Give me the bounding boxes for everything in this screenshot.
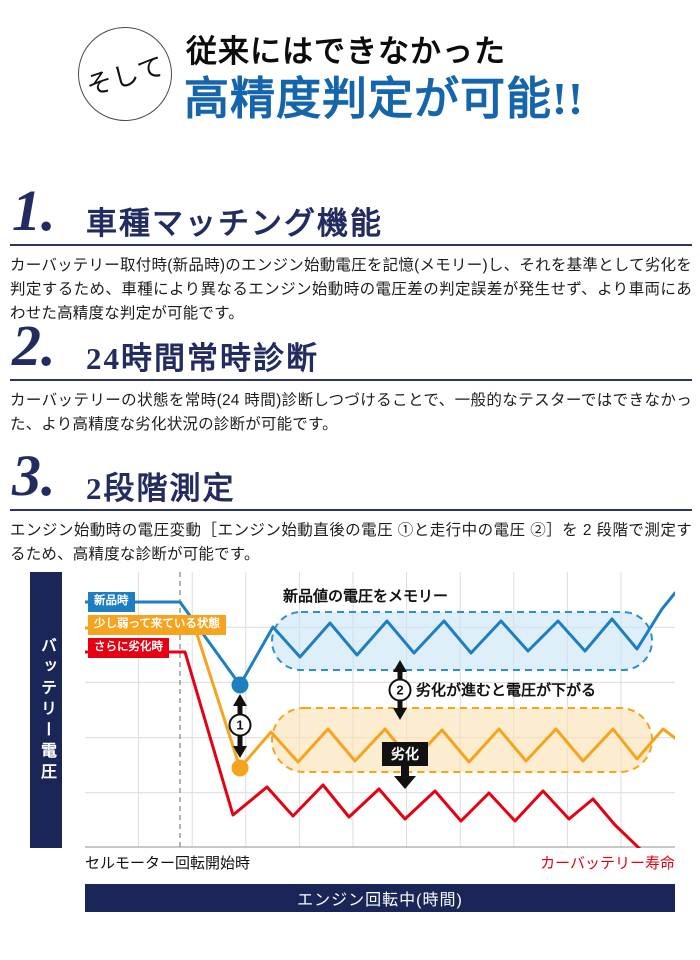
- section-divider: [10, 509, 692, 511]
- feature-section-24h: 2. 24時間常時診断 カーバッテリーの状態を常時(24 時間)診断しつづけるこ…: [10, 315, 692, 450]
- hero-header: そして 従来にはできなかった 高精度判定が可能!!: [0, 0, 700, 160]
- hero-subtitle: 従来にはできなかった: [186, 34, 506, 69]
- memory-annotation: 新品値の電圧をメモリー: [283, 588, 449, 605]
- battery-end-of-life-label: カーバッテリー寿命: [540, 855, 675, 872]
- chart-canvas: 1 2 劣化: [85, 572, 675, 848]
- feature-title: 24時間常時診断: [86, 341, 319, 376]
- svg-text:1: 1: [236, 718, 243, 733]
- battery-voltage-chart: バッテリー電圧 1 2 劣化 新品時 少し弱って来ている状態 さらに劣化時 新品値の…: [0, 565, 700, 925]
- feature-number: 1.: [12, 178, 56, 243]
- feature-section-two-step: 3. 2段階測定 エンジン始動時の電圧変動［エンジン始動直後の電圧 ①と走行中の…: [10, 445, 692, 580]
- soshite-badge-circle: そして: [78, 27, 172, 121]
- svg-text:劣化: 劣化: [391, 746, 419, 762]
- feature-body: エンジン始動時の電圧変動［エンジン始動直後の電圧 ①と走行中の電圧 ②］を 2 …: [10, 522, 692, 564]
- feature-number: 2.: [12, 313, 56, 378]
- feature-title: 車種マッチング機能: [86, 206, 383, 241]
- x-axis-bar: エンジン回転中(時間): [85, 884, 675, 912]
- section-divider: [10, 244, 692, 246]
- feature-number: 3.: [12, 443, 56, 508]
- svg-text:2: 2: [396, 683, 403, 698]
- y-axis-label: バッテリー電圧: [38, 636, 55, 784]
- x-axis-label: エンジン回転中(時間): [297, 892, 463, 909]
- soshite-badge-label: そして: [82, 50, 169, 101]
- legend-weakening-battery: 少し弱って来ている状態: [88, 615, 226, 635]
- feature-body: カーバッテリー取付時(新品時)のエンジン始動電圧を記憶(メモリー)し、それを基準…: [10, 257, 692, 323]
- plot-area: 1 2 劣化 新品時 少し弱って来ている状態 さらに劣化時 新品値の電圧をメモリー …: [85, 572, 675, 848]
- hero-title: 高精度判定が可能!!: [184, 74, 584, 124]
- feature-section-matching: 1. 車種マッチング機能 カーバッテリー取付時(新品時)のエンジン始動電圧を記憶…: [10, 178, 692, 322]
- feature-title: 2段階測定: [86, 471, 236, 506]
- feature-body: カーバッテリーの状態を常時(24 時間)診断しつづけることで、一般的なテスターで…: [10, 392, 692, 434]
- section-divider: [10, 379, 692, 381]
- legend-new-battery: 新品時: [88, 592, 135, 612]
- x-start-label: セルモーター回転開始時: [85, 855, 251, 872]
- legend-degraded-battery: さらに劣化時: [88, 638, 169, 658]
- y-axis-bar: バッテリー電圧: [30, 572, 62, 848]
- voltage-drop-annotation: 劣化が進むと電圧が下がる: [416, 682, 597, 699]
